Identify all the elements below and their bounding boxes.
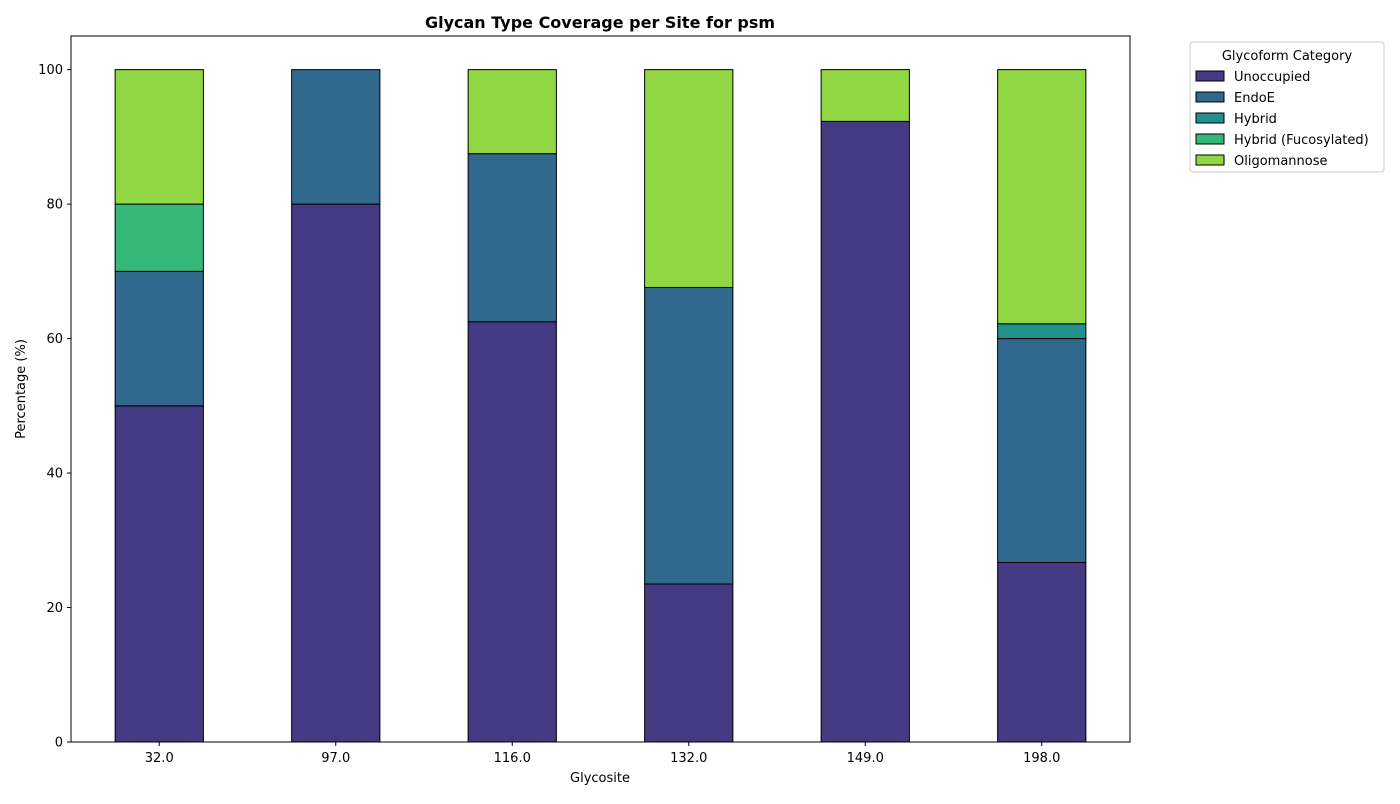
bars-layer	[114, 69, 1087, 743]
bar-segment	[467, 321, 557, 743]
bar-segment	[291, 203, 381, 743]
bar-segment	[997, 338, 1087, 563]
bar-segment	[114, 69, 204, 205]
x-tick-label: 97.0	[321, 751, 350, 766]
x-tick-label: 149.0	[847, 751, 884, 766]
bar-segment	[644, 286, 734, 585]
bar-segment	[114, 270, 204, 407]
bar-segment	[114, 405, 204, 743]
bar-segment	[291, 69, 381, 205]
plot-frame	[70, 35, 1131, 743]
bar-segment	[820, 120, 910, 743]
x-tick-label: 132.0	[670, 751, 707, 766]
y-tick-label: 20	[46, 601, 63, 616]
x-tick-label: 116.0	[494, 751, 531, 766]
y-axis-label: Percentage (%)	[14, 339, 29, 439]
y-tick-label: 0	[55, 736, 63, 751]
bar-segment	[997, 69, 1087, 325]
y-tick-label: 100	[38, 63, 63, 78]
legend-swatch	[1195, 133, 1225, 145]
x-axis: 32.0 97.0 116.0 132.0 149.0 198.0	[145, 742, 1060, 766]
bar-segment	[114, 203, 204, 272]
bar-segment	[997, 323, 1087, 340]
legend-swatch	[1195, 112, 1225, 124]
y-axis: 0 20 40 60 80 100	[38, 63, 71, 751]
y-tick-label: 80	[46, 198, 63, 213]
bar-segment	[467, 69, 557, 155]
y-tick-label: 40	[46, 467, 63, 482]
legend-label: Hybrid (Fucosylated)	[1234, 133, 1369, 148]
x-tick-label: 198.0	[1023, 751, 1060, 766]
legend: Glycoform Category Unoccupied EndoE Hybrid…	[1189, 41, 1385, 173]
bar-segment	[644, 69, 734, 288]
chart-title: Glycan Type Coverage per Site for psm	[425, 13, 775, 32]
bar-segment	[997, 561, 1087, 743]
bar-segment	[644, 583, 734, 743]
legend-label: Unoccupied	[1234, 70, 1310, 85]
legend-swatch	[1195, 91, 1225, 103]
bar-segment	[820, 69, 910, 122]
y-tick-label: 60	[46, 332, 63, 347]
legend-frame	[1189, 41, 1385, 173]
x-axis-label: Glycosite	[570, 771, 630, 786]
legend-items: Unoccupied EndoE Hybrid Hybrid (Fucosylated…	[1195, 70, 1369, 169]
legend-label: Hybrid	[1234, 112, 1277, 127]
legend-label: EndoE	[1234, 91, 1275, 106]
legend-swatch	[1195, 154, 1225, 166]
legend-swatch	[1195, 70, 1225, 82]
legend-label: Oligomannose	[1234, 154, 1328, 169]
legend-title: Glycoform Category	[1222, 49, 1353, 64]
bar-segment	[467, 153, 557, 323]
x-tick-label: 32.0	[145, 751, 174, 766]
